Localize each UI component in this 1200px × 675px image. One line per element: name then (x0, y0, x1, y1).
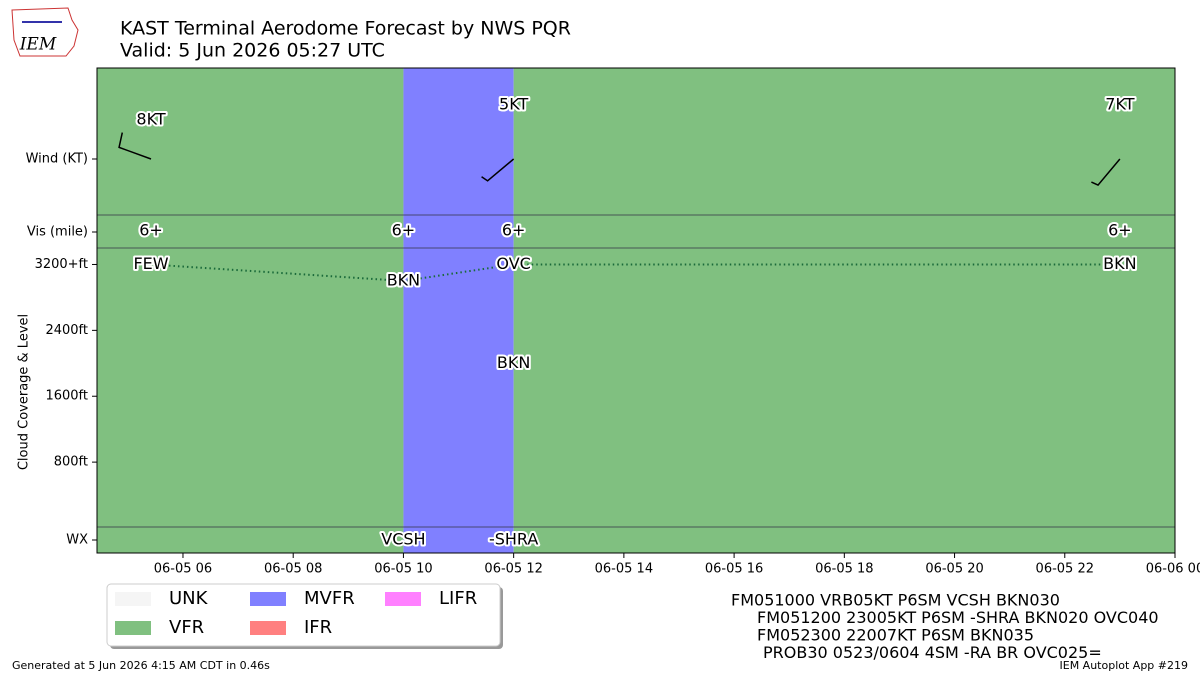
vis-label: 6+ (392, 221, 416, 240)
wx-label: -SHRA (489, 530, 538, 549)
row-label: Wind (KT) (26, 152, 88, 167)
y-axis-label: Cloud Coverage & Level (17, 314, 32, 470)
legend-items: UNK VFR MVFR IFR LIFR (115, 588, 477, 638)
x-tick-label: 06-05 12 (484, 562, 542, 577)
y-tick-label: 800ft (54, 455, 88, 470)
taf-text: FM051000 VRB05KT P6SM VCSH BKN030FM05120… (731, 591, 1159, 663)
legend-swatch (115, 592, 151, 606)
row-label: WX (66, 533, 88, 548)
legend-label: VFR (169, 617, 204, 638)
y-tick-label: 3200+ft (35, 257, 88, 272)
x-tick-label: 06-05 06 (154, 562, 212, 577)
legend-swatch (250, 592, 286, 606)
vis-label: 6+ (139, 221, 163, 240)
wind-barb-shape (481, 158, 515, 182)
wind-barb (118, 132, 152, 160)
x-tick-label: 06-05 18 (815, 562, 873, 577)
legend-swatch (385, 592, 421, 606)
footer-right: IEM Autoplot App #219 (1060, 659, 1189, 672)
x-tick-label: 06-05 16 (705, 562, 763, 577)
vis-label: 6+ (1108, 221, 1132, 240)
legend-swatch (115, 621, 151, 635)
wind-barb (481, 158, 515, 182)
x-tick-label: 06-05 14 (595, 562, 653, 577)
wind-barb-shape (1091, 158, 1121, 186)
chart-title: KAST Terminal Aerodome Forecast by NWS P… (120, 18, 571, 40)
legend-label: IFR (304, 617, 332, 638)
legend-label: LIFR (439, 588, 477, 609)
x-tick-label: 06-05 22 (1036, 562, 1094, 577)
legend-label: MVFR (304, 588, 355, 609)
cloud-label: BKN (1103, 254, 1136, 273)
x-tick-label: 06-05 20 (925, 562, 983, 577)
footer-left: Generated at 5 Jun 2026 4:15 AM CDT in 0… (12, 659, 270, 672)
wind-barb-shape (118, 132, 152, 160)
taf-line: FM051200 23005KT P6SM -SHRA BKN020 OVC04… (757, 608, 1159, 627)
legend-swatch (250, 621, 286, 635)
y-tick-label: 1600ft (45, 389, 88, 404)
cloud-label: BKN (497, 353, 530, 372)
y-tick-label: 2400ft (45, 323, 88, 338)
cloud-label: OVC (496, 254, 530, 273)
x-tick-label: 06-05 08 (264, 562, 322, 577)
x-tick-label: 06-06 00 (1146, 562, 1200, 577)
wind-label: 5KT (499, 95, 528, 114)
logo-text: IEM (19, 35, 57, 55)
logo: IEM (11, 7, 79, 57)
wind-label: 7KT (1105, 95, 1134, 114)
x-tick-label: 06-05 10 (374, 562, 432, 577)
cloud-label: FEW (133, 254, 168, 273)
flight-category-band (403, 68, 514, 553)
vis-label: 6+ (502, 221, 526, 240)
wx-label: VCSH (381, 530, 425, 549)
cloud-line (150, 263, 1120, 282)
plot-frame (96, 67, 1176, 554)
wind-label: 8KT (136, 110, 165, 129)
cloud-label: BKN (387, 270, 420, 289)
flight-category-band (513, 68, 1175, 553)
legend-label: UNK (169, 588, 209, 609)
taf-line: FM052300 22007KT P6SM BKN035 (757, 626, 1034, 645)
taf-line: FM051000 VRB05KT P6SM VCSH BKN030 (731, 591, 1060, 610)
plot-area: 06-05 06 06-05 08 06-05 10 06-05 12 06-05 14… (17, 67, 1200, 577)
flight-category-band (97, 68, 404, 553)
wind-barb (1091, 158, 1121, 186)
row-label: Vis (mile) (27, 225, 88, 240)
taf-line: PROB30 0523/0604 4SM -RA BR OVC025= (763, 643, 1102, 662)
chart-subtitle: Valid: 5 Jun 2026 05:27 UTC (120, 40, 385, 62)
